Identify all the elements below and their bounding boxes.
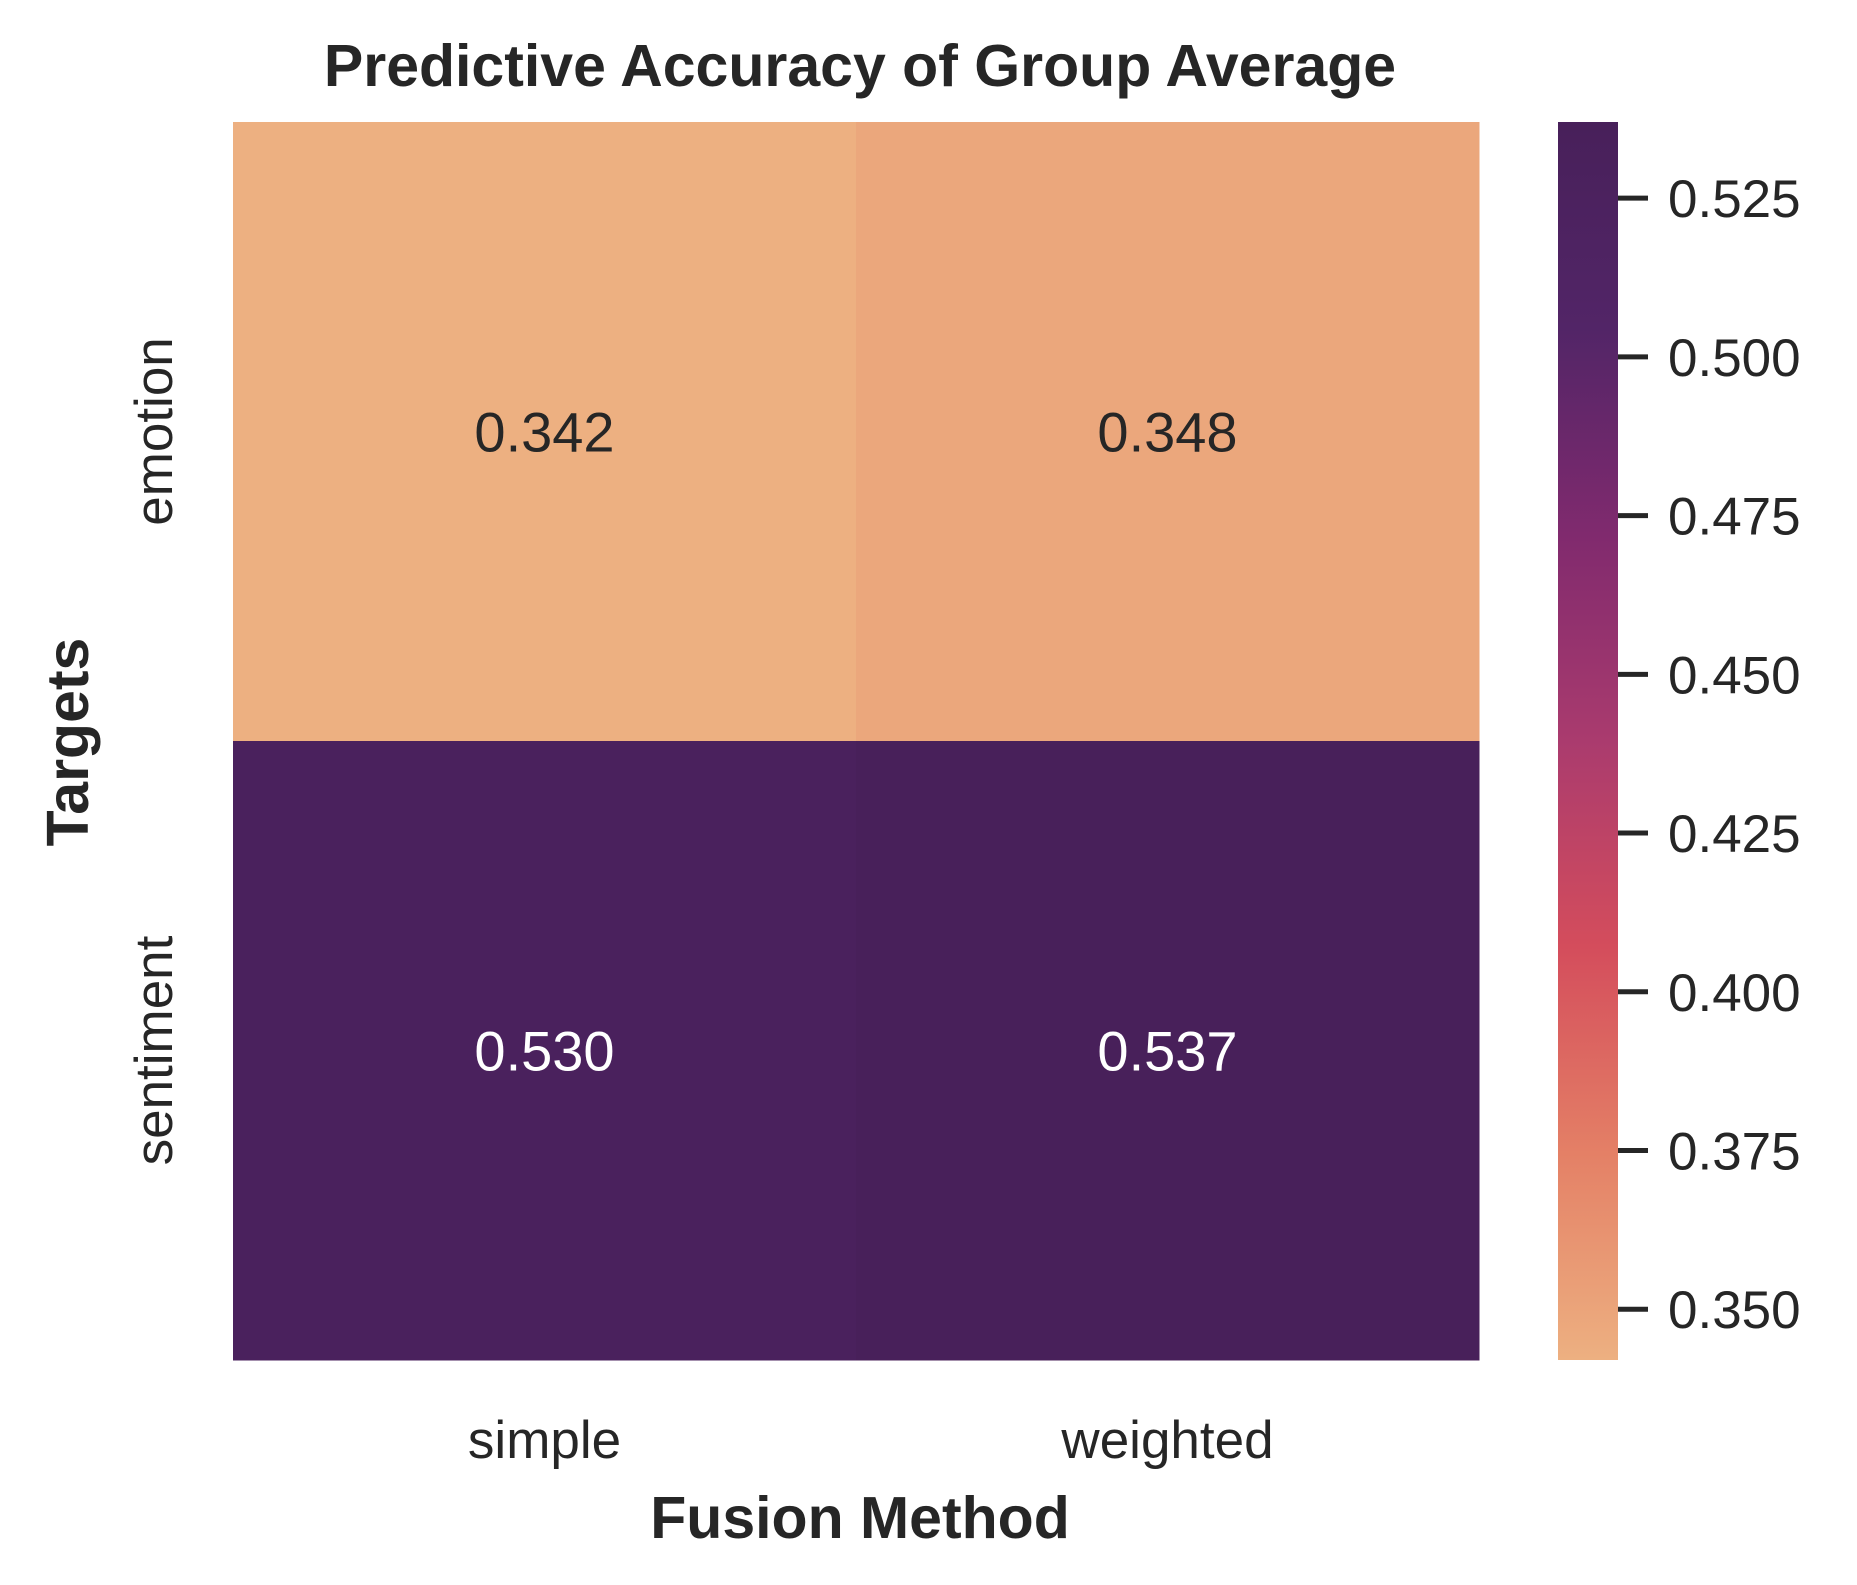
cell-value-label: 0.348 [1097, 401, 1237, 464]
y-axis-label: Targets [35, 638, 101, 847]
heatmap-cells: 0.342 0.348 0.530 0.537 [233, 122, 1480, 1361]
colorbar-tick-label: 0.350 [1668, 1281, 1801, 1340]
colorbar-tick-label: 0.450 [1668, 646, 1801, 705]
x-tick-labels: simple weighted [468, 1411, 1274, 1470]
cell-value-label: 0.530 [474, 1020, 614, 1083]
colorbar-tick-label: 0.375 [1668, 1122, 1801, 1181]
colorbar-tick-label: 0.500 [1668, 329, 1801, 388]
cell-value-label: 0.342 [474, 401, 614, 464]
y-tick-labels: emotion sentiment [125, 337, 184, 1165]
x-tick-label: weighted [1060, 1411, 1273, 1470]
colorbar [1558, 122, 1618, 1360]
colorbar-tick-label: 0.400 [1668, 964, 1801, 1023]
chart-title: Predictive Accuracy of Group Average [324, 33, 1396, 99]
heatmap-cell [856, 741, 1480, 1361]
heatmap-cell [233, 741, 857, 1361]
colorbar-tick-label: 0.525 [1668, 170, 1801, 229]
heatmap-cell [856, 122, 1480, 742]
y-tick-label: emotion [125, 337, 184, 526]
colorbar-ticks: 0.350 0.375 0.400 0.425 0.450 0.475 0.500 0.525 [1618, 170, 1801, 1340]
colorbar-tick-label: 0.425 [1668, 805, 1801, 864]
colorbar-tick-label: 0.475 [1668, 488, 1801, 547]
y-tick-label: sentiment [125, 935, 184, 1165]
x-tick-label: simple [468, 1411, 621, 1470]
x-axis-label: Fusion Method [650, 1485, 1069, 1551]
heatmap-cell [233, 122, 857, 742]
cell-value-label: 0.537 [1097, 1020, 1237, 1083]
